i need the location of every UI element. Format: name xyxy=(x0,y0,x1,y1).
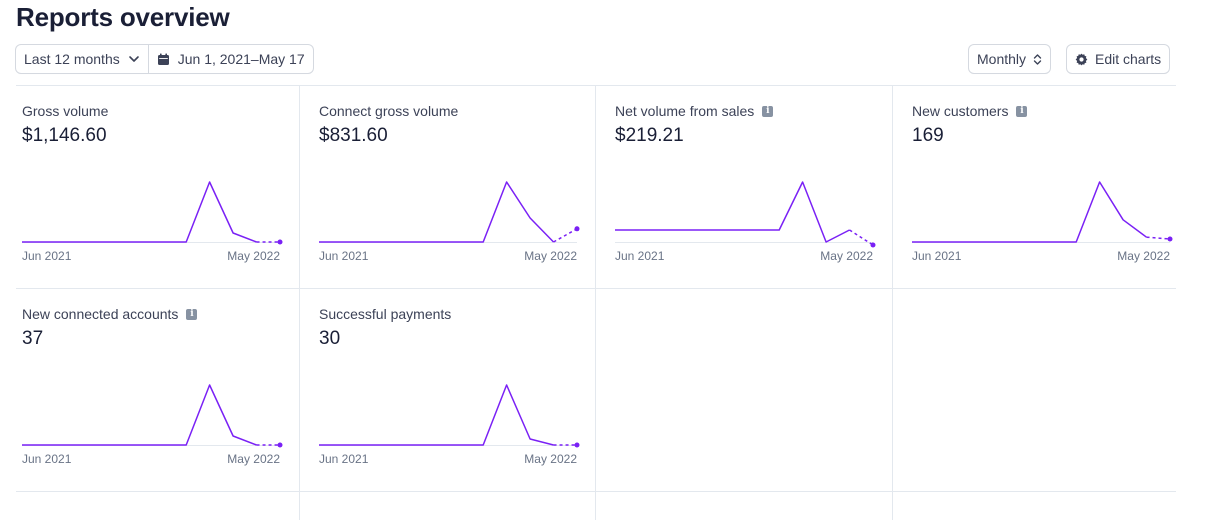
x-axis-end-label: May 2022 xyxy=(227,249,280,263)
card-title: Connect gross volume xyxy=(319,103,458,119)
series-line xyxy=(22,181,257,243)
range-dropdown[interactable]: Last 12 months xyxy=(16,45,148,73)
sparkline-chart xyxy=(319,384,580,448)
divider xyxy=(16,491,1176,492)
edit-charts-label: Edit charts xyxy=(1095,51,1162,67)
series-line xyxy=(22,384,257,446)
x-axis-end-label: May 2022 xyxy=(1117,249,1170,263)
card-title: New connected accounts i xyxy=(22,306,198,322)
x-axis-start-label: Jun 2021 xyxy=(22,452,72,466)
calendar-icon xyxy=(157,53,170,66)
edit-charts-button[interactable]: Edit charts xyxy=(1067,45,1170,73)
x-axis-start-label: Jun 2021 xyxy=(22,249,72,263)
card-value: $219.21 xyxy=(615,125,684,146)
series-line xyxy=(615,181,850,243)
toolbar: Last 12 months Jun 1, 2021–May 17 Monthl… xyxy=(16,45,1176,73)
card-value: 169 xyxy=(912,125,944,146)
divider xyxy=(16,85,1176,86)
sparkline-chart xyxy=(22,384,283,448)
card-title-text: Net volume from sales xyxy=(615,103,755,119)
x-axis-start-label: Jun 2021 xyxy=(319,452,369,466)
interval-label: Monthly xyxy=(977,51,1027,67)
series-line xyxy=(319,384,554,446)
last-point-marker xyxy=(574,442,580,448)
last-point-marker xyxy=(870,242,876,248)
partial-period-line xyxy=(1146,236,1171,240)
last-point-marker xyxy=(277,239,283,245)
card-value: $831.60 xyxy=(319,125,388,146)
last-point-marker xyxy=(277,442,283,448)
card-title: Gross volume xyxy=(22,103,108,119)
series-line xyxy=(319,181,555,243)
card-title-text: New connected accounts xyxy=(22,306,179,322)
chart-card-connect-gross-volume[interactable]: Connect gross volume $831.60 Jun 2021 Ma… xyxy=(313,86,609,288)
x-axis-start-label: Jun 2021 xyxy=(912,249,962,263)
chart-card-successful-payments[interactable]: Successful payments 30 Jun 2021 May 2022 xyxy=(313,289,609,491)
gear-icon xyxy=(1075,53,1088,66)
range-label: Last 12 months xyxy=(24,51,120,67)
sparkline-chart xyxy=(615,181,876,248)
up-down-chevron-icon xyxy=(1033,53,1042,66)
date-range-button[interactable]: Jun 1, 2021–May 17 xyxy=(147,45,313,73)
sparkline-chart xyxy=(912,181,1173,243)
card-title: Successful payments xyxy=(319,306,451,322)
card-title-text: New customers xyxy=(912,103,1009,119)
date-range-label: Jun 1, 2021–May 17 xyxy=(177,51,305,67)
last-point-marker xyxy=(1167,236,1173,242)
divider xyxy=(595,85,596,520)
divider xyxy=(892,85,893,520)
charts-grid: Gross volume $1,146.60 Jun 2021 May 2022… xyxy=(16,85,1176,520)
chart-card-net-volume[interactable]: Net volume from sales i $219.21 Jun 2021… xyxy=(609,86,905,288)
x-axis-end-label: May 2022 xyxy=(820,249,873,263)
chart-card-gross-volume[interactable]: Gross volume $1,146.60 Jun 2021 May 2022 xyxy=(16,86,312,288)
card-title-text: Connect gross volume xyxy=(319,103,459,119)
x-axis-end-label: May 2022 xyxy=(524,452,577,466)
sparkline-chart xyxy=(319,181,580,243)
chevron-down-icon xyxy=(128,53,140,65)
divider xyxy=(16,288,1176,289)
sparkline-chart xyxy=(22,181,283,245)
card-title-text: Gross volume xyxy=(22,103,109,119)
last-point-marker xyxy=(574,226,580,232)
x-axis-start-label: Jun 2021 xyxy=(319,249,369,263)
interval-dropdown[interactable]: Monthly xyxy=(969,45,1051,73)
x-axis-start-label: Jun 2021 xyxy=(615,249,665,263)
card-value: 37 xyxy=(22,328,44,349)
page-title: Reports overview xyxy=(16,2,230,32)
card-value: $1,146.60 xyxy=(22,125,107,146)
chart-card-new-customers[interactable]: New customers i 169 Jun 2021 May 2022 xyxy=(906,86,1202,288)
series-line xyxy=(912,181,1147,243)
info-icon[interactable]: i xyxy=(1016,105,1028,117)
card-value: 30 xyxy=(319,328,341,349)
x-axis-end-label: May 2022 xyxy=(524,249,577,263)
divider xyxy=(299,85,300,520)
partial-period-line xyxy=(553,228,578,243)
card-title-text: Successful payments xyxy=(319,306,452,322)
info-icon[interactable]: i xyxy=(186,308,198,320)
card-title: New customers i xyxy=(912,103,1028,119)
card-title: Net volume from sales i xyxy=(615,103,774,119)
chart-card-new-connected-accounts[interactable]: New connected accounts i 37 Jun 2021 May… xyxy=(16,289,312,491)
partial-period-line xyxy=(849,229,874,246)
x-axis-end-label: May 2022 xyxy=(227,452,280,466)
info-icon[interactable]: i xyxy=(762,105,774,117)
date-filter-group: Last 12 months Jun 1, 2021–May 17 xyxy=(16,45,313,73)
